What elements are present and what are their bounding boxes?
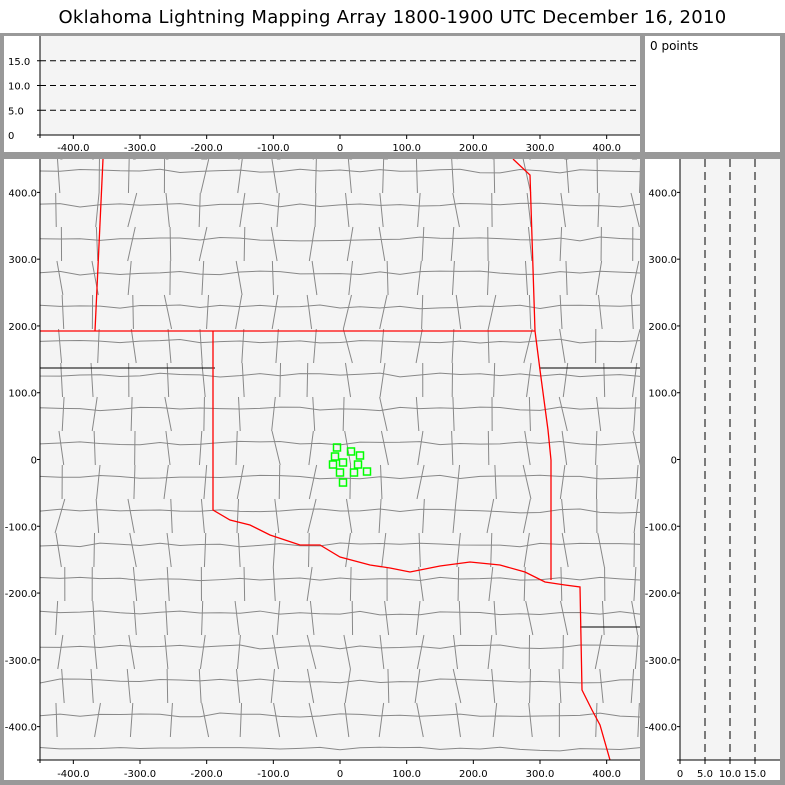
x-tick-label: 200.0 xyxy=(459,143,488,154)
y-tick-label: 10.0 xyxy=(8,82,30,93)
county-border xyxy=(40,576,640,582)
county-border xyxy=(198,159,210,738)
county-border xyxy=(630,159,640,738)
county-border xyxy=(40,610,640,616)
y-tick-label: -400.0 xyxy=(5,723,37,734)
county-border xyxy=(342,159,354,738)
y-tick-label: 300.0 xyxy=(8,255,37,266)
y-tick-label: -100.0 xyxy=(645,522,677,533)
lma-station-marker xyxy=(355,451,365,460)
x-tick-label: -300.0 xyxy=(124,143,156,154)
x-tick-label: 200.0 xyxy=(459,769,488,780)
y-tick-label: -300.0 xyxy=(645,656,677,667)
county-border xyxy=(40,202,640,208)
county-border xyxy=(40,270,640,276)
y-tick-label: 0 xyxy=(31,456,37,467)
info-panel: 0 points xyxy=(645,36,780,152)
x-tick-label: 5.0 xyxy=(697,769,713,780)
x-tick-label: 0 xyxy=(337,143,343,154)
lma-station-marker xyxy=(346,447,356,456)
lma-station-marker xyxy=(328,460,338,469)
county-border xyxy=(40,644,640,650)
county-border xyxy=(40,746,640,752)
lma-station-marker xyxy=(330,452,340,461)
county-border xyxy=(414,159,425,738)
y-tick-label: -100.0 xyxy=(5,522,37,533)
x-tick-label: 400.0 xyxy=(592,769,621,780)
y-tick-label: 0 xyxy=(8,131,14,142)
county-border xyxy=(40,372,640,378)
county-border xyxy=(163,159,173,738)
points-count: 0 points xyxy=(650,39,699,53)
chart-title: Oklahoma Lightning Mapping Array 1800-19… xyxy=(0,0,785,33)
lma-station-marker xyxy=(349,468,359,477)
county-border xyxy=(40,168,640,174)
lma-station-marker xyxy=(338,458,348,467)
county-border xyxy=(270,159,282,738)
x-tick-label: 400.0 xyxy=(592,143,621,154)
x-tick-label: -100.0 xyxy=(257,769,289,780)
lma-station-marker xyxy=(332,443,342,452)
county-border xyxy=(126,159,138,738)
county-border xyxy=(40,678,640,684)
county-border xyxy=(594,159,606,738)
x-tick-label: -400.0 xyxy=(57,143,89,154)
y-tick-label: 200.0 xyxy=(648,322,677,333)
county-border xyxy=(40,304,640,310)
y-tick-label: 100.0 xyxy=(8,389,37,400)
state-border-red xyxy=(94,159,104,332)
x-tick-label: -200.0 xyxy=(191,143,223,154)
y-tick-label: 100.0 xyxy=(648,389,677,400)
x-tick-label: 100.0 xyxy=(392,143,421,154)
county-border xyxy=(558,159,570,738)
y-tick-label: 5.0 xyxy=(8,106,24,117)
y-tick-label: 200.0 xyxy=(8,322,37,333)
county-border xyxy=(40,440,640,446)
y-tick-label: -300.0 xyxy=(5,656,37,667)
county-border xyxy=(522,159,534,738)
x-tick-label: 100.0 xyxy=(392,769,421,780)
x-tick-label: -200.0 xyxy=(191,769,223,780)
county-border xyxy=(40,236,640,242)
county-border xyxy=(40,542,640,548)
map-layer xyxy=(40,159,640,760)
county-border xyxy=(378,159,390,738)
county-border xyxy=(486,159,498,738)
state-border-red xyxy=(212,331,611,760)
lma-station-marker xyxy=(335,468,345,477)
x-tick-label: -300.0 xyxy=(124,769,156,780)
y-tick-label: 400.0 xyxy=(8,188,37,199)
y-tick-label: -400.0 xyxy=(645,723,677,734)
y-tick-label: 300.0 xyxy=(648,255,677,266)
county-border xyxy=(40,474,640,480)
x-tick-label: 10.0 xyxy=(719,769,741,780)
county-border xyxy=(306,159,318,738)
y-tick-label: 0 xyxy=(671,456,677,467)
y-tick-label: -200.0 xyxy=(5,589,37,600)
county-border xyxy=(40,712,640,718)
x-tick-label: 0 xyxy=(677,769,683,780)
county-border xyxy=(54,159,66,738)
y-tick-label: 15.0 xyxy=(8,57,30,68)
state-border-red xyxy=(512,159,552,580)
county-border xyxy=(40,508,640,514)
y-tick-label: -200.0 xyxy=(645,589,677,600)
x-tick-label: -100.0 xyxy=(257,143,289,154)
county-border xyxy=(90,159,101,738)
lma-station-marker xyxy=(353,460,363,469)
lma-station-marker xyxy=(338,478,348,487)
x-tick-label: 0 xyxy=(337,769,343,780)
y-tick-label: 400.0 xyxy=(648,188,677,199)
x-tick-label: 300.0 xyxy=(526,143,555,154)
county-border xyxy=(234,159,246,738)
x-tick-label: 15.0 xyxy=(744,769,766,780)
county-border xyxy=(40,406,640,412)
lma-station-marker xyxy=(362,467,372,476)
x-tick-label: 300.0 xyxy=(526,769,555,780)
county-border xyxy=(450,159,462,738)
x-tick-label: -400.0 xyxy=(57,769,89,780)
